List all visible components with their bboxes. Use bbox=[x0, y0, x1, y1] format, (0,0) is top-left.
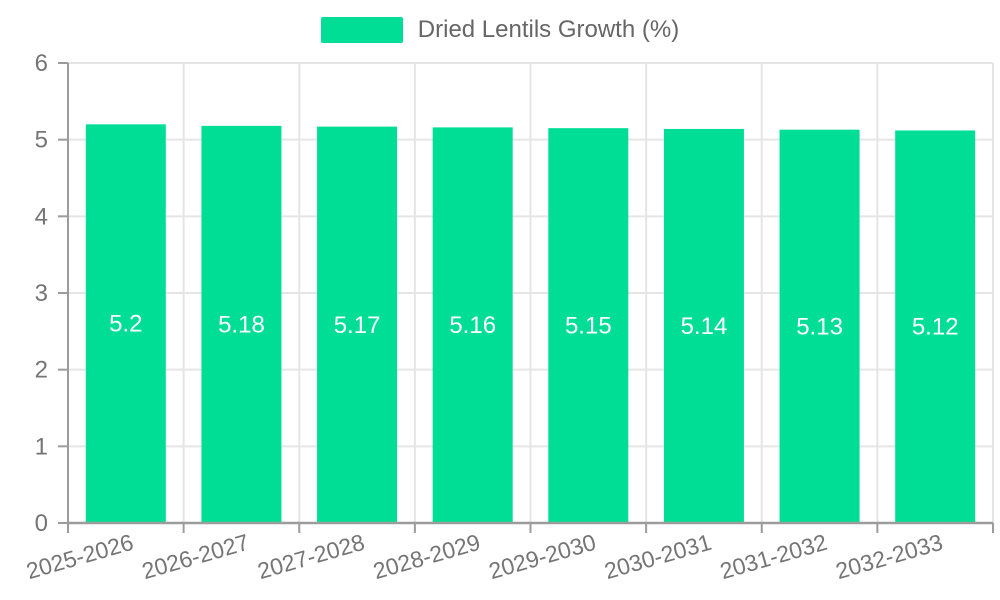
y-tick-label: 2 bbox=[35, 357, 48, 384]
y-tick-label: 4 bbox=[35, 203, 48, 230]
chart-legend-item[interactable]: Dried Lentils Growth (%) bbox=[0, 17, 1000, 43]
legend-swatch-icon bbox=[320, 17, 403, 43]
bar[interactable] bbox=[663, 128, 744, 523]
bar-value-label: 5.2 bbox=[109, 311, 142, 338]
bar[interactable] bbox=[779, 129, 860, 523]
bar-value-label: 5.17 bbox=[334, 312, 381, 339]
y-tick-label: 3 bbox=[35, 280, 48, 307]
x-tick-label: 2029-2030 bbox=[486, 529, 599, 584]
bar-value-label: 5.16 bbox=[449, 312, 496, 339]
y-tick-label: 5 bbox=[35, 127, 48, 154]
bar-value-label: 5.15 bbox=[565, 313, 612, 340]
x-tick-label: 2025-2026 bbox=[23, 529, 136, 584]
bar[interactable] bbox=[317, 126, 398, 523]
bar[interactable] bbox=[201, 125, 282, 523]
bar[interactable] bbox=[895, 130, 976, 523]
bar-value-label: 5.18 bbox=[218, 311, 265, 338]
x-tick-label: 2027-2028 bbox=[255, 529, 368, 584]
y-tick-label: 6 bbox=[35, 50, 48, 77]
x-tick-label: 2026-2027 bbox=[139, 529, 252, 584]
bar[interactable] bbox=[85, 124, 166, 523]
legend-label: Dried Lentils Growth (%) bbox=[417, 16, 680, 43]
bar-value-label: 5.14 bbox=[681, 313, 728, 340]
x-tick-label: 2032-2033 bbox=[833, 529, 946, 584]
y-tick-label: 1 bbox=[35, 433, 48, 460]
y-tick-label: 0 bbox=[35, 510, 48, 537]
bar-value-label: 5.12 bbox=[912, 314, 959, 341]
x-tick-label: 2031-2032 bbox=[717, 529, 830, 584]
x-tick-label: 2030-2031 bbox=[601, 529, 714, 584]
bar[interactable] bbox=[432, 127, 513, 524]
x-tick-label: 2028-2029 bbox=[370, 529, 483, 584]
bar-value-label: 5.13 bbox=[796, 313, 843, 340]
bar[interactable] bbox=[548, 128, 629, 523]
